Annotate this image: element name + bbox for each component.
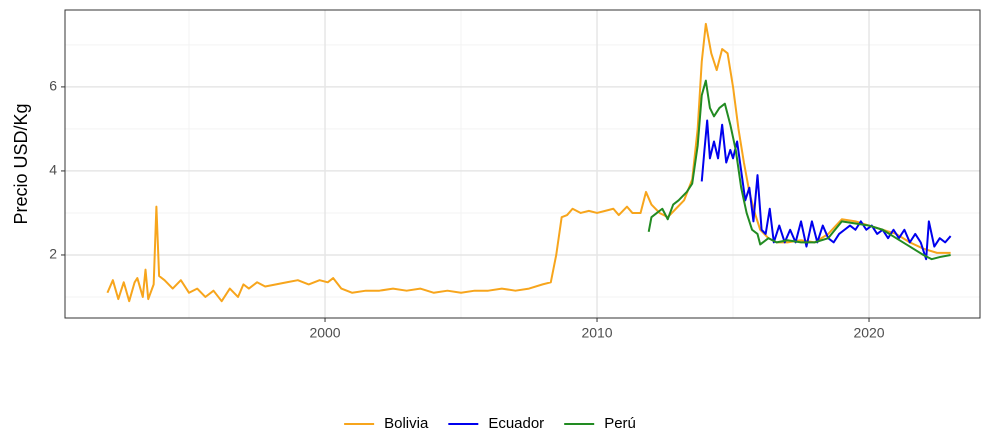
series-line — [700, 119, 952, 261]
y-tick-label: 2 — [49, 246, 57, 262]
series-line — [647, 79, 951, 261]
y-tick-label: 6 — [49, 78, 57, 94]
x-tick-label: 2010 — [581, 325, 612, 341]
legend-label: Perú — [604, 415, 636, 432]
series-line — [106, 22, 951, 303]
legend: Bolivia Ecuador Perú — [344, 415, 636, 432]
y-axis-label: Precio USD/Kg — [11, 103, 31, 224]
x-tick-label: 2020 — [853, 325, 884, 341]
legend-label: Ecuador — [488, 415, 544, 432]
plot-border — [64, 9, 981, 319]
y-tick-label: 4 — [49, 162, 57, 178]
legend-label: Bolivia — [384, 415, 429, 432]
x-tick-label: 2000 — [309, 325, 340, 341]
